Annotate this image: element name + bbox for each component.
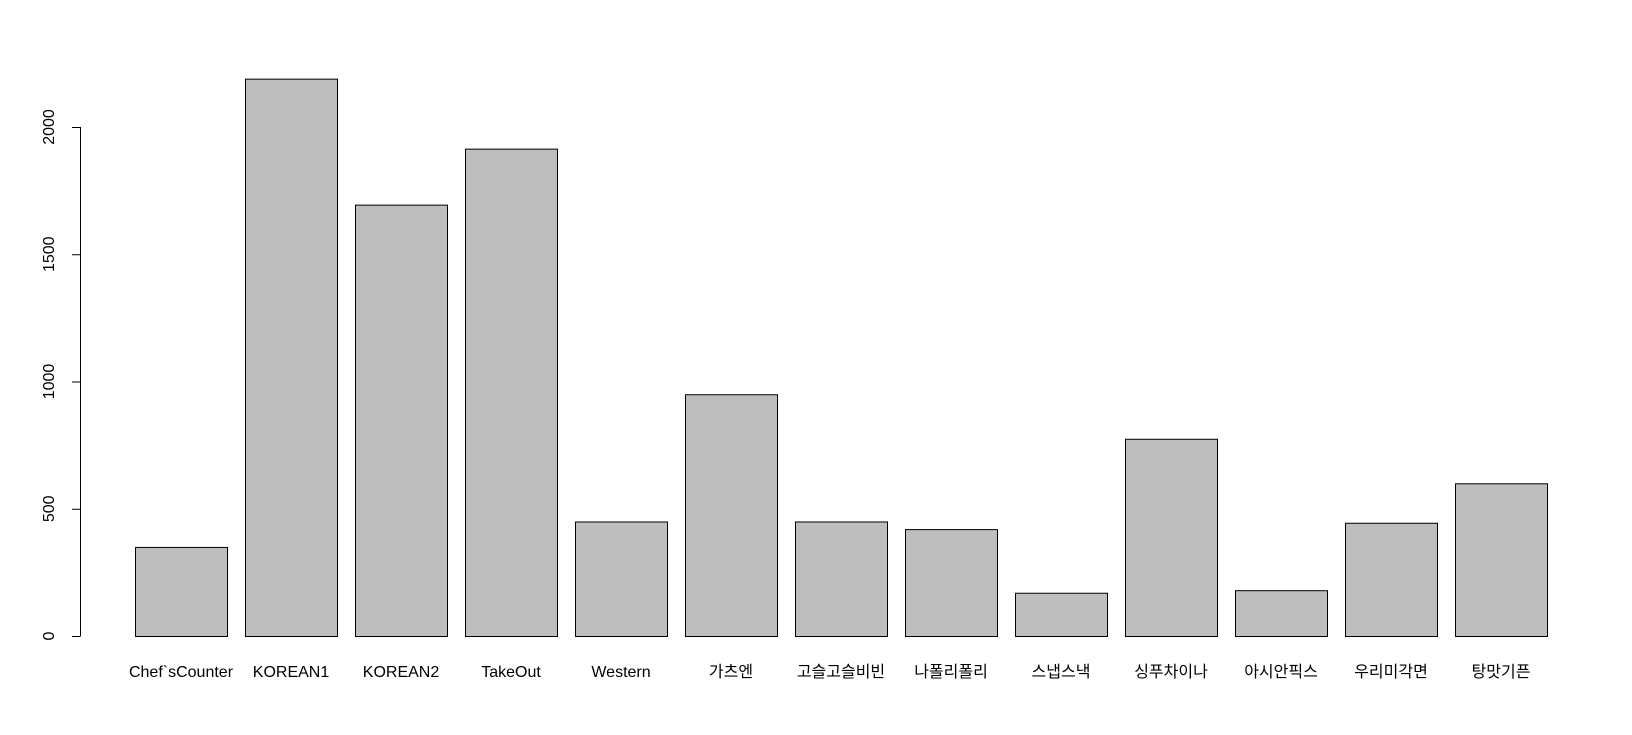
x-tick-label: 탕맛기픈 (1472, 663, 1531, 681)
bar-7 (795, 521, 888, 637)
y-tick-label: 2000 (41, 109, 58, 145)
x-tick-label: 가츠엔 (709, 663, 753, 681)
y-tick-label: 500 (41, 495, 58, 522)
bar-12 (1345, 522, 1438, 637)
x-tick-label: 우리미각면 (1354, 663, 1428, 681)
bar-6 (685, 394, 778, 637)
bar-13 (1455, 483, 1548, 637)
bar-9 (1015, 592, 1108, 637)
x-tick-label: Chef`sCounter (129, 664, 234, 681)
bar-8 (905, 529, 998, 637)
x-tick-label: 싱푸차이나 (1134, 663, 1208, 681)
x-tick-label: KOREAN2 (363, 664, 440, 681)
bar-3 (355, 204, 448, 637)
bar-11 (1235, 590, 1328, 638)
y-tick-label: 1500 (41, 236, 58, 272)
x-tick-label: 나폴리폴리 (914, 663, 988, 681)
x-axis-labels: Chef`sCounter KOREAN1 KOREAN2 TakeOut Wester… (129, 663, 1530, 681)
x-tick-label: Western (591, 664, 650, 681)
x-tick-label: 아시안픽스 (1244, 663, 1318, 681)
bars-group (135, 78, 1548, 638)
x-tick-label: TakeOut (481, 664, 541, 681)
bar-1 (135, 546, 228, 637)
bar-5 (575, 521, 668, 637)
bar-2 (245, 78, 338, 637)
x-tick-label: KOREAN1 (253, 664, 330, 681)
bar-10 (1125, 438, 1218, 638)
x-tick-label: 고슬고슬비빈 (797, 663, 885, 681)
y-tick-label: 0 (41, 631, 58, 640)
bar-4 (465, 148, 558, 637)
y-tick-label: 1000 (41, 364, 58, 400)
y-axis: 0 500 1000 1500 2000 (41, 109, 81, 640)
x-tick-label: 스냅스낵 (1032, 663, 1091, 681)
